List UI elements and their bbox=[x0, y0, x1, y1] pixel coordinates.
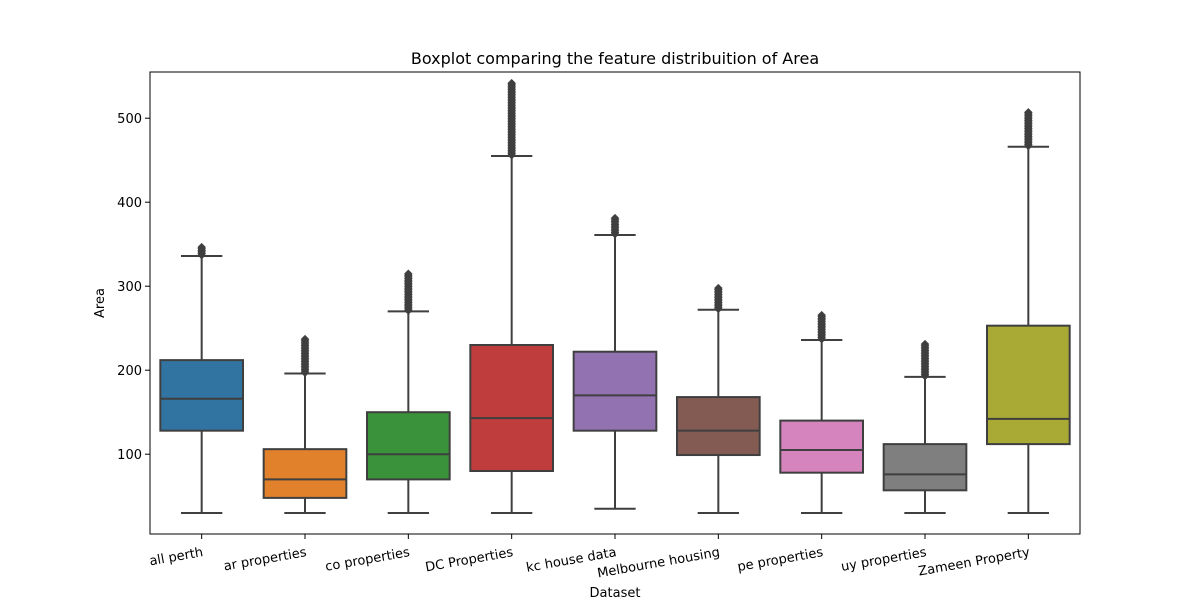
box bbox=[159, 359, 244, 432]
outlier-group bbox=[920, 339, 930, 381]
outlier-point bbox=[817, 310, 827, 320]
box-group-4 bbox=[572, 213, 658, 510]
box bbox=[262, 448, 348, 499]
x-axis-label: Dataset bbox=[590, 586, 641, 600]
box-group-0 bbox=[159, 242, 244, 514]
outlier-group bbox=[713, 283, 723, 314]
box bbox=[986, 324, 1071, 446]
outlier-point bbox=[713, 283, 723, 293]
x-tick-label: ar properties bbox=[223, 545, 308, 574]
x-tick-label: co properties bbox=[324, 545, 411, 575]
chart-title: Boxplot comparing the feature distribuit… bbox=[411, 49, 819, 68]
box bbox=[572, 350, 658, 432]
y-axis-label: Area bbox=[93, 288, 108, 318]
x-tick-label: uy properties bbox=[840, 545, 928, 575]
x-tick-label: all perth bbox=[148, 545, 204, 569]
box bbox=[882, 443, 968, 492]
y-tick-label: 400 bbox=[117, 196, 142, 211]
outlier-point bbox=[300, 334, 310, 344]
x-tick-label: Zameen Property bbox=[917, 545, 1031, 579]
box-group-2 bbox=[366, 269, 451, 514]
box-group-8 bbox=[986, 107, 1071, 514]
x-axis: all perth ar properties co properties DC Pr… bbox=[148, 534, 1031, 581]
box-group-3 bbox=[469, 78, 555, 514]
outlier-point bbox=[920, 339, 930, 349]
outlier-point bbox=[610, 213, 620, 223]
outlier-group bbox=[1023, 107, 1033, 151]
box-group-5 bbox=[676, 283, 761, 514]
outlier-group bbox=[197, 242, 207, 260]
y-axis: 100 200 300 400 500 bbox=[117, 112, 150, 463]
y-tick-label: 300 bbox=[117, 280, 142, 295]
y-tick-label: 200 bbox=[117, 364, 142, 379]
x-tick-label: pe properties bbox=[736, 545, 824, 575]
x-tick-label: DC Properties bbox=[424, 545, 514, 575]
box bbox=[779, 419, 864, 474]
box-group-6 bbox=[779, 310, 864, 514]
y-tick-label: 100 bbox=[117, 448, 142, 463]
outlier-point bbox=[1023, 107, 1033, 117]
outlier-group bbox=[300, 334, 310, 378]
outlier-group bbox=[403, 269, 413, 315]
box bbox=[366, 411, 451, 481]
box bbox=[676, 396, 761, 457]
box-group-1 bbox=[262, 334, 348, 514]
y-tick-label: 500 bbox=[117, 112, 142, 127]
plot-area bbox=[159, 78, 1071, 514]
box-group-7 bbox=[882, 339, 968, 514]
outlier-group bbox=[610, 213, 620, 239]
outlier-point bbox=[197, 242, 207, 252]
outlier-point bbox=[403, 269, 413, 279]
box bbox=[469, 344, 555, 472]
outlier-point bbox=[507, 78, 517, 88]
outlier-group bbox=[507, 78, 517, 160]
outlier-group bbox=[817, 310, 827, 344]
